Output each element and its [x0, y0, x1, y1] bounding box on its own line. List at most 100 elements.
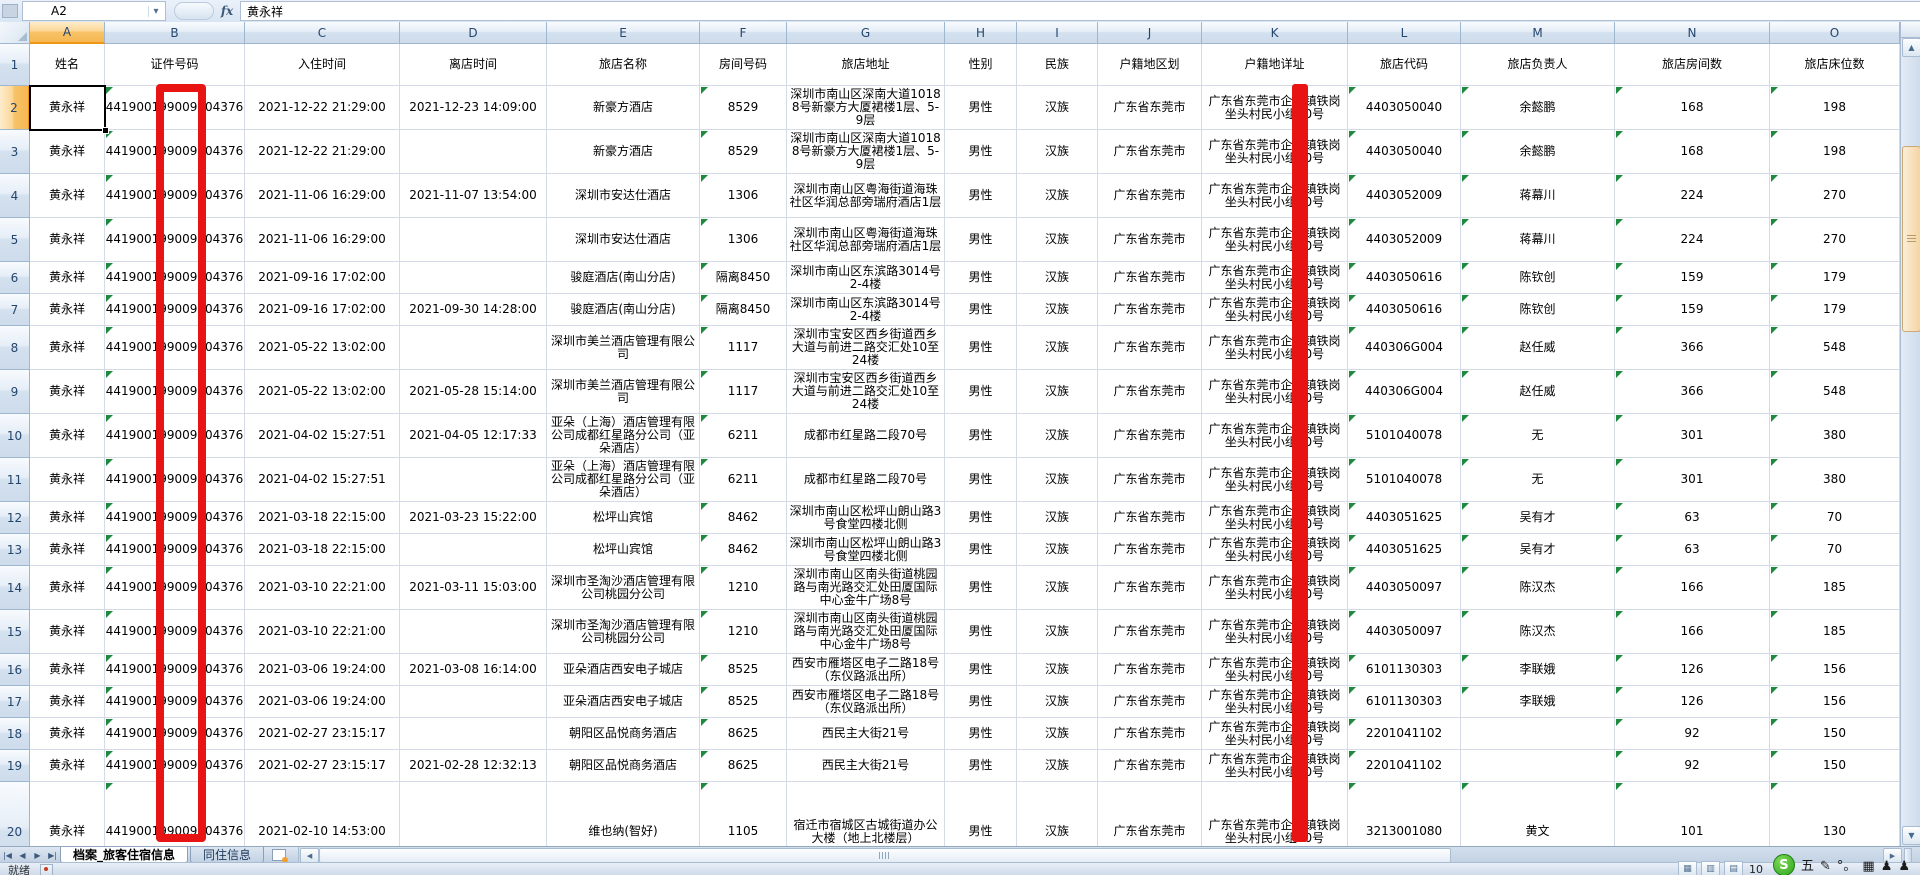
cell-F13[interactable]: 8462: [700, 534, 787, 566]
cell-B13[interactable]: 441900199009304376: [105, 534, 245, 566]
row-header-6[interactable]: 6: [0, 262, 30, 294]
name-box-dropdown-icon[interactable]: ▾: [148, 5, 163, 17]
cell-D1[interactable]: 离店时间: [400, 44, 547, 86]
column-header-B[interactable]: B: [105, 22, 245, 44]
ime-person-icon[interactable]: ♟: [1880, 859, 1893, 874]
cell-K20[interactable]: 广东省东莞市企石镇铁岗坐头村民小组10号: [1202, 782, 1348, 846]
row-header-14[interactable]: 14: [0, 566, 30, 610]
cell-F18[interactable]: 8625: [700, 718, 787, 750]
cell-I13[interactable]: 汉族: [1017, 534, 1098, 566]
page-layout-view-button[interactable]: ▥: [1700, 861, 1720, 875]
cell-N18[interactable]: 92: [1615, 718, 1770, 750]
cell-A11[interactable]: 黄永祥: [30, 458, 105, 502]
cell-N19[interactable]: 92: [1615, 750, 1770, 782]
cell-D9[interactable]: 2021-05-28 15:14:00: [400, 370, 547, 414]
cell-O4[interactable]: 270: [1770, 174, 1900, 218]
cell-H10[interactable]: 男性: [945, 414, 1017, 458]
cell-I17[interactable]: 汉族: [1017, 686, 1098, 718]
row-header-18[interactable]: 18: [0, 718, 30, 750]
cell-B6[interactable]: 441900199009304376: [105, 262, 245, 294]
cell-L2[interactable]: 4403050040: [1348, 86, 1461, 130]
cell-L10[interactable]: 5101040078: [1348, 414, 1461, 458]
row-header-15[interactable]: 15: [0, 610, 30, 654]
cell-N2[interactable]: 168: [1615, 86, 1770, 130]
cell-H5[interactable]: 男性: [945, 218, 1017, 262]
cell-D4[interactable]: 2021-11-07 13:54:00: [400, 174, 547, 218]
cell-H11[interactable]: 男性: [945, 458, 1017, 502]
cell-D13[interactable]: [400, 534, 547, 566]
cell-F1[interactable]: 房间号码: [700, 44, 787, 86]
cell-G8[interactable]: 深圳市宝安区西乡街道西乡大道与前进二路交汇处10至24楼: [787, 326, 945, 370]
cell-E3[interactable]: 新豪方酒店: [547, 130, 700, 174]
cell-F4[interactable]: 1306: [700, 174, 787, 218]
cell-M4[interactable]: 蒋幕川: [1461, 174, 1615, 218]
cell-A4[interactable]: 黄永祥: [30, 174, 105, 218]
cell-M11[interactable]: 无: [1461, 458, 1615, 502]
horizontal-scrollbar[interactable]: ◀ ▶: [298, 847, 1920, 863]
cell-K18[interactable]: 广东省东莞市企石镇铁岗坐头村民小组10号: [1202, 718, 1348, 750]
cell-H2[interactable]: 男性: [945, 86, 1017, 130]
cell-K12[interactable]: 广东省东莞市企石镇铁岗坐头村民小组10号: [1202, 502, 1348, 534]
cell-G9[interactable]: 深圳市宝安区西乡街道西乡大道与前进二路交汇处10至24楼: [787, 370, 945, 414]
cell-K3[interactable]: 广东省东莞市企石镇铁岗坐头村民小组10号: [1202, 130, 1348, 174]
cell-O17[interactable]: 156: [1770, 686, 1900, 718]
cell-J15[interactable]: 广东省东莞市: [1098, 610, 1202, 654]
cell-B12[interactable]: 441900199009304376: [105, 502, 245, 534]
cell-F6[interactable]: 隔离8450: [700, 262, 787, 294]
cell-K8[interactable]: 广东省东莞市企石镇铁岗坐头村民小组10号: [1202, 326, 1348, 370]
cell-O2[interactable]: 198: [1770, 86, 1900, 130]
cell-C20[interactable]: 2021-02-10 14:53:00: [245, 782, 400, 846]
cell-G7[interactable]: 深圳市南山区东滨路3014号2-4楼: [787, 294, 945, 326]
cell-I9[interactable]: 汉族: [1017, 370, 1098, 414]
tab-cohabitant-info[interactable]: 同住信息: [190, 847, 265, 863]
cell-N12[interactable]: 63: [1615, 502, 1770, 534]
cell-A19[interactable]: 黄永祥: [30, 750, 105, 782]
cell-N17[interactable]: 126: [1615, 686, 1770, 718]
row-header-7[interactable]: 7: [0, 294, 30, 326]
cell-I16[interactable]: 汉族: [1017, 654, 1098, 686]
cell-A7[interactable]: 黄永祥: [30, 294, 105, 326]
cell-J17[interactable]: 广东省东莞市: [1098, 686, 1202, 718]
cell-G11[interactable]: 成都市红星路二段70号: [787, 458, 945, 502]
row-header-20[interactable]: 20: [0, 782, 30, 846]
cell-E7[interactable]: 骏庭酒店(南山分店): [547, 294, 700, 326]
cell-K9[interactable]: 广东省东莞市企石镇铁岗坐头村民小组10号: [1202, 370, 1348, 414]
column-header-M[interactable]: M: [1461, 22, 1615, 44]
cell-H12[interactable]: 男性: [945, 502, 1017, 534]
cell-E5[interactable]: 深圳市安达仕酒店: [547, 218, 700, 262]
cell-O14[interactable]: 185: [1770, 566, 1900, 610]
cell-E18[interactable]: 朝阳区品悦商务酒店: [547, 718, 700, 750]
cell-K11[interactable]: 广东省东莞市企石镇铁岗坐头村民小组10号: [1202, 458, 1348, 502]
cell-K19[interactable]: 广东省东莞市企石镇铁岗坐头村民小组10号: [1202, 750, 1348, 782]
cell-B8[interactable]: 441900199009304376: [105, 326, 245, 370]
column-header-K[interactable]: K: [1202, 22, 1348, 44]
cell-K14[interactable]: 广东省东莞市企石镇铁岗坐头村民小组10号: [1202, 566, 1348, 610]
column-header-D[interactable]: D: [400, 22, 547, 44]
cell-A17[interactable]: 黄永祥: [30, 686, 105, 718]
cell-L17[interactable]: 6101130303: [1348, 686, 1461, 718]
cell-D20[interactable]: [400, 782, 547, 846]
cell-O5[interactable]: 270: [1770, 218, 1900, 262]
row-header-3[interactable]: 3: [0, 130, 30, 174]
cell-A16[interactable]: 黄永祥: [30, 654, 105, 686]
row-header-1[interactable]: 1: [0, 44, 30, 86]
cell-C3[interactable]: 2021-12-22 21:29:00: [245, 130, 400, 174]
vertical-split-handle[interactable]: [1901, 22, 1920, 38]
cell-B2[interactable]: 441900199009304376: [105, 86, 245, 130]
cell-J10[interactable]: 广东省东莞市: [1098, 414, 1202, 458]
cell-H7[interactable]: 男性: [945, 294, 1017, 326]
cell-N1[interactable]: 旅店房间数: [1615, 44, 1770, 86]
cell-C11[interactable]: 2021-04-02 15:27:51: [245, 458, 400, 502]
cell-B17[interactable]: 441900199009304376: [105, 686, 245, 718]
insert-function-icon[interactable]: fx: [214, 4, 240, 18]
cell-E17[interactable]: 亚朵酒店西安电子城店: [547, 686, 700, 718]
cell-L19[interactable]: 2201041102: [1348, 750, 1461, 782]
normal-view-button[interactable]: ▦: [1677, 861, 1697, 875]
cell-K7[interactable]: 广东省东莞市企石镇铁岗坐头村民小组10号: [1202, 294, 1348, 326]
cell-N14[interactable]: 166: [1615, 566, 1770, 610]
cell-C9[interactable]: 2021-05-22 13:02:00: [245, 370, 400, 414]
cell-E13[interactable]: 松坪山宾馆: [547, 534, 700, 566]
cell-K10[interactable]: 广东省东莞市企石镇铁岗坐头村民小组10号: [1202, 414, 1348, 458]
cell-I5[interactable]: 汉族: [1017, 218, 1098, 262]
column-header-C[interactable]: C: [245, 22, 400, 44]
